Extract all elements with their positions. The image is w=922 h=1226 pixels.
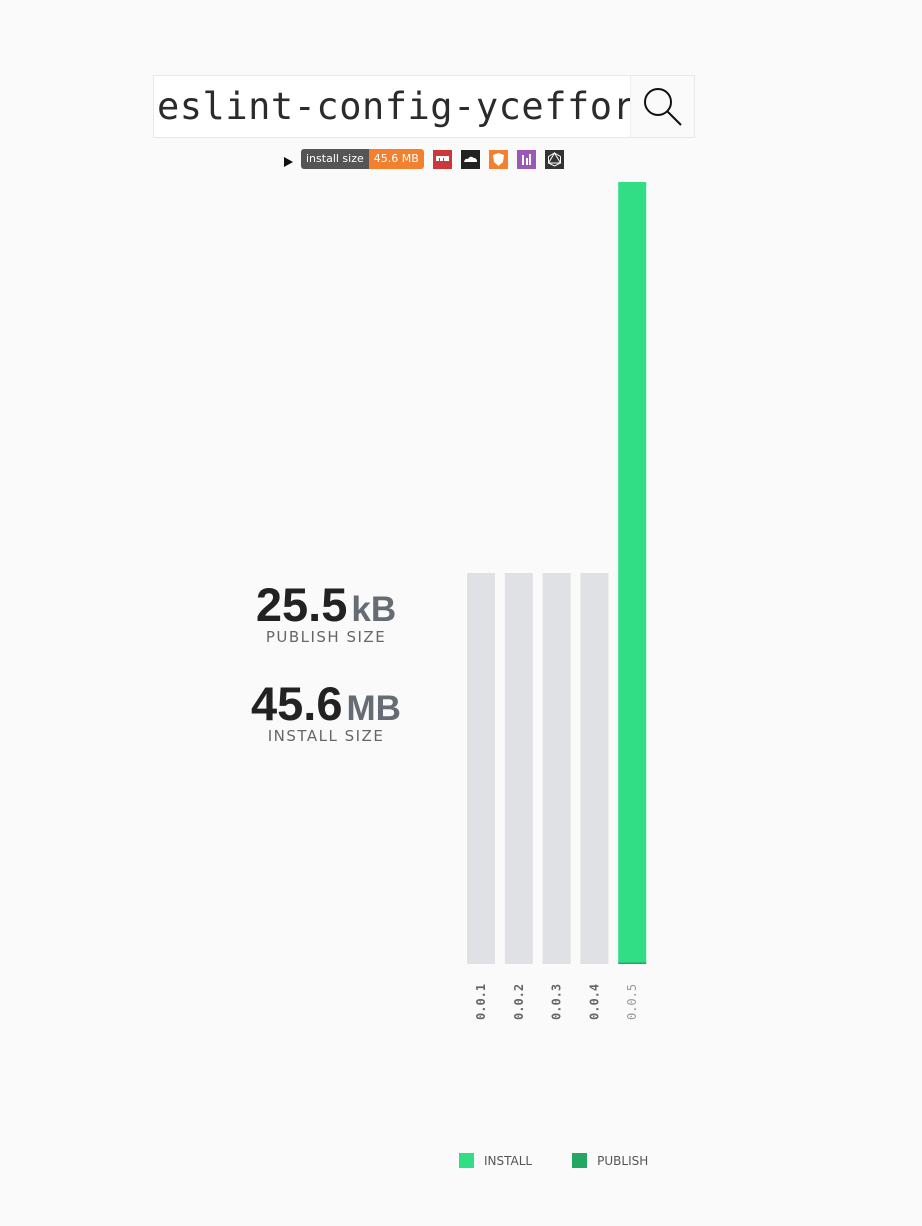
badges-row: install size 45.6 MB — [284, 149, 573, 169]
x-tick-label: 0.0.4 — [587, 984, 601, 1020]
chart-legend: INSTALL PUBLISH — [459, 1153, 648, 1168]
search-form — [153, 75, 695, 138]
install-size-stat: 45.6 MB INSTALL SIZE — [176, 676, 476, 745]
search-button[interactable] — [630, 76, 694, 137]
cloudflare-icon[interactable] — [460, 149, 480, 169]
search-icon — [643, 87, 682, 126]
install-size-badge[interactable]: install size 45.6 MB — [301, 149, 424, 169]
publish-bar-0.0.5[interactable] — [618, 962, 647, 965]
graphql-icon[interactable] — [544, 149, 564, 169]
badge-value: 45.6 MB — [368, 149, 424, 169]
install-size-unit: MB — [346, 689, 401, 728]
legend-publish-label: PUBLISH — [597, 1153, 649, 1168]
shield-icon[interactable] — [488, 149, 508, 169]
legend-install-swatch — [459, 1153, 474, 1168]
search-input[interactable] — [154, 76, 630, 137]
publish-size-value: 25.5 — [255, 578, 348, 631]
x-tick-label: 0.0.5 — [625, 984, 639, 1020]
x-tick-label: 0.0.3 — [550, 984, 564, 1020]
install-size-value: 45.6 — [251, 677, 343, 730]
x-tick-label: 0.0.1 — [474, 984, 488, 1020]
legend-install-label: INSTALL — [484, 1153, 533, 1168]
badge-label: install size — [301, 149, 369, 169]
publish-size-unit: kB — [351, 590, 397, 629]
install-bar-0.0.1[interactable] — [467, 573, 495, 964]
legend-publish-swatch — [572, 1153, 588, 1168]
install-bar-0.0.5[interactable] — [618, 182, 647, 964]
install-size-label: INSTALL SIZE — [267, 727, 385, 745]
x-tick-label: 0.0.2 — [512, 984, 526, 1020]
publish-size-stat: 25.5 kB PUBLISH SIZE — [176, 577, 476, 646]
install-bar-0.0.4[interactable] — [580, 573, 609, 964]
install-bar-0.0.2[interactable] — [504, 573, 533, 964]
npm-icon[interactable] — [432, 149, 452, 169]
install-bar-0.0.3[interactable] — [542, 573, 571, 964]
chart-icon[interactable] — [516, 149, 536, 169]
publish-size-label: PUBLISH SIZE — [265, 628, 387, 646]
size-chart: 0.0.1 0.0.2 0.0.3 0.0.4 0.0.5 — [467, 182, 647, 1020]
expand-triangle-icon[interactable] — [284, 157, 293, 167]
